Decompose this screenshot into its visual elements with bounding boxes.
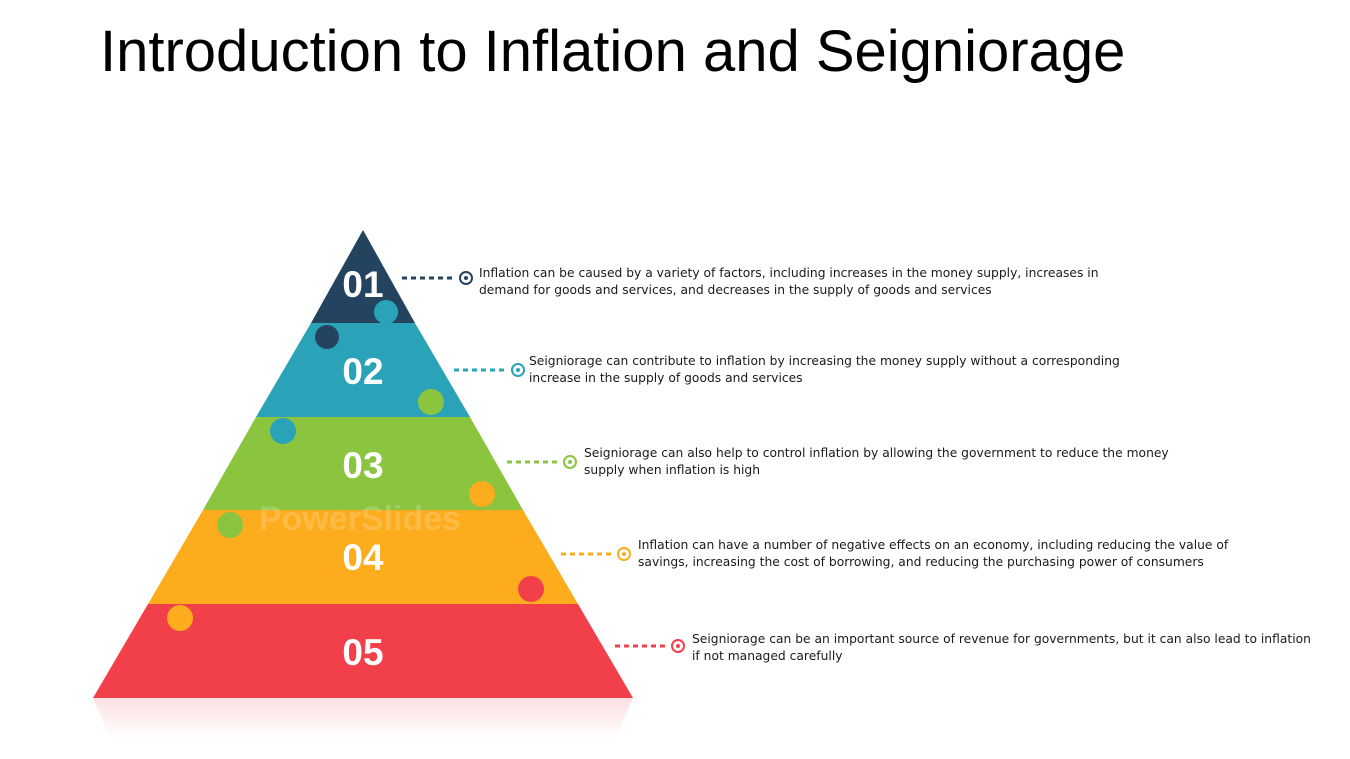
puzzle-knob bbox=[418, 389, 444, 415]
page-title: Introduction to Inflation and Seigniorag… bbox=[100, 19, 1126, 84]
puzzle-knob bbox=[315, 325, 339, 349]
pyramid-band-05 bbox=[93, 604, 633, 698]
level-number-05: 05 bbox=[342, 632, 383, 673]
level-number-01: 01 bbox=[342, 264, 383, 305]
puzzle-knob bbox=[374, 300, 398, 324]
level-description-04: Inflation can have a number of negative … bbox=[638, 538, 1229, 569]
puzzle-knob bbox=[469, 481, 495, 507]
puzzle-knob bbox=[518, 576, 544, 602]
watermark: PowerSlides bbox=[259, 500, 461, 538]
pyramid-band-01 bbox=[311, 230, 415, 323]
level-number-03: 03 bbox=[342, 445, 383, 486]
level-number-04: 04 bbox=[342, 537, 384, 578]
level-description-01: Inflation can be caused by a variety of … bbox=[479, 266, 1099, 297]
level-number-02: 02 bbox=[342, 351, 383, 392]
level-description-05: Seigniorage can be an important source o… bbox=[692, 632, 1311, 663]
level-description-03: Seigniorage can also help to control inf… bbox=[584, 446, 1169, 477]
pyramid-band-02 bbox=[256, 323, 470, 417]
level-description-02: Seigniorage can contribute to inflation … bbox=[529, 354, 1120, 385]
pyramid-reflection bbox=[93, 698, 633, 740]
puzzle-knob bbox=[217, 512, 243, 538]
puzzle-knob bbox=[270, 418, 296, 444]
connector-05 bbox=[615, 639, 685, 653]
connector-04 bbox=[561, 547, 631, 561]
pyramid-band-04 bbox=[148, 510, 578, 604]
connector-03 bbox=[507, 455, 577, 469]
puzzle-knob bbox=[167, 605, 193, 631]
connector-01 bbox=[402, 271, 473, 285]
connector-02 bbox=[454, 363, 525, 377]
